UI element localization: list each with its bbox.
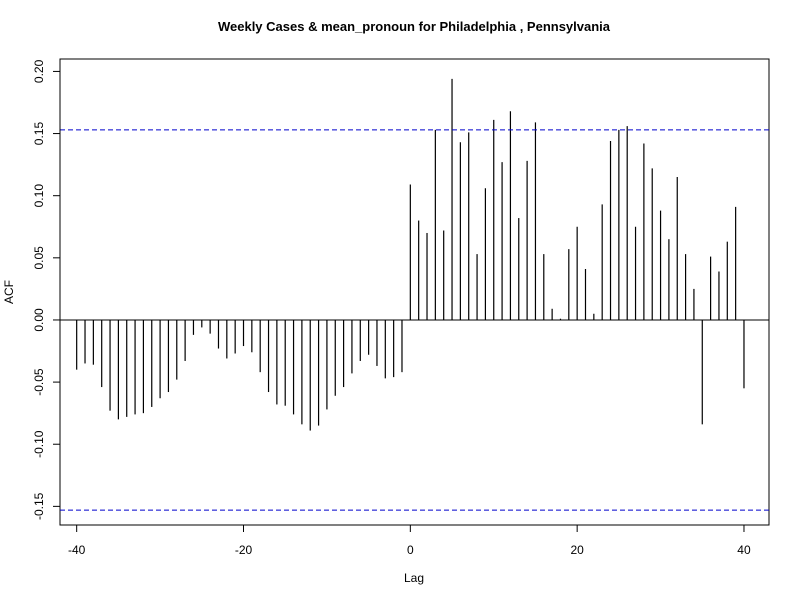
x-tick-label: -40 xyxy=(68,543,86,557)
y-axis-label: ACF xyxy=(2,280,16,304)
y-tick-label: 0.15 xyxy=(32,122,46,146)
x-axis: -40 -20 0 20 40 xyxy=(68,524,751,557)
y-tick-label: 0.20 xyxy=(32,59,46,83)
y-tick-label: 0.00 xyxy=(32,308,46,332)
plot-frame xyxy=(59,58,770,526)
acf-bars xyxy=(76,78,745,431)
x-tick-label: -20 xyxy=(235,543,253,557)
y-tick-label: -0.10 xyxy=(32,430,46,458)
y-tick-label: 0.10 xyxy=(32,184,46,208)
x-tick-label: 40 xyxy=(737,543,751,557)
y-tick-label: 0.05 xyxy=(32,246,46,270)
confidence-lines xyxy=(60,129,769,511)
y-tick-label: -0.15 xyxy=(32,492,46,520)
x-axis-label: Lag xyxy=(404,571,424,585)
y-axis: -0.15 -0.10 -0.05 0.00 0.05 0.10 0.15 0.20 xyxy=(32,59,61,520)
x-tick-label: 0 xyxy=(407,543,414,557)
x-tick-label: 20 xyxy=(570,543,584,557)
y-tick-label: -0.05 xyxy=(32,368,46,396)
chart-title: Weekly Cases & mean_pronoun for Philadel… xyxy=(218,19,611,34)
